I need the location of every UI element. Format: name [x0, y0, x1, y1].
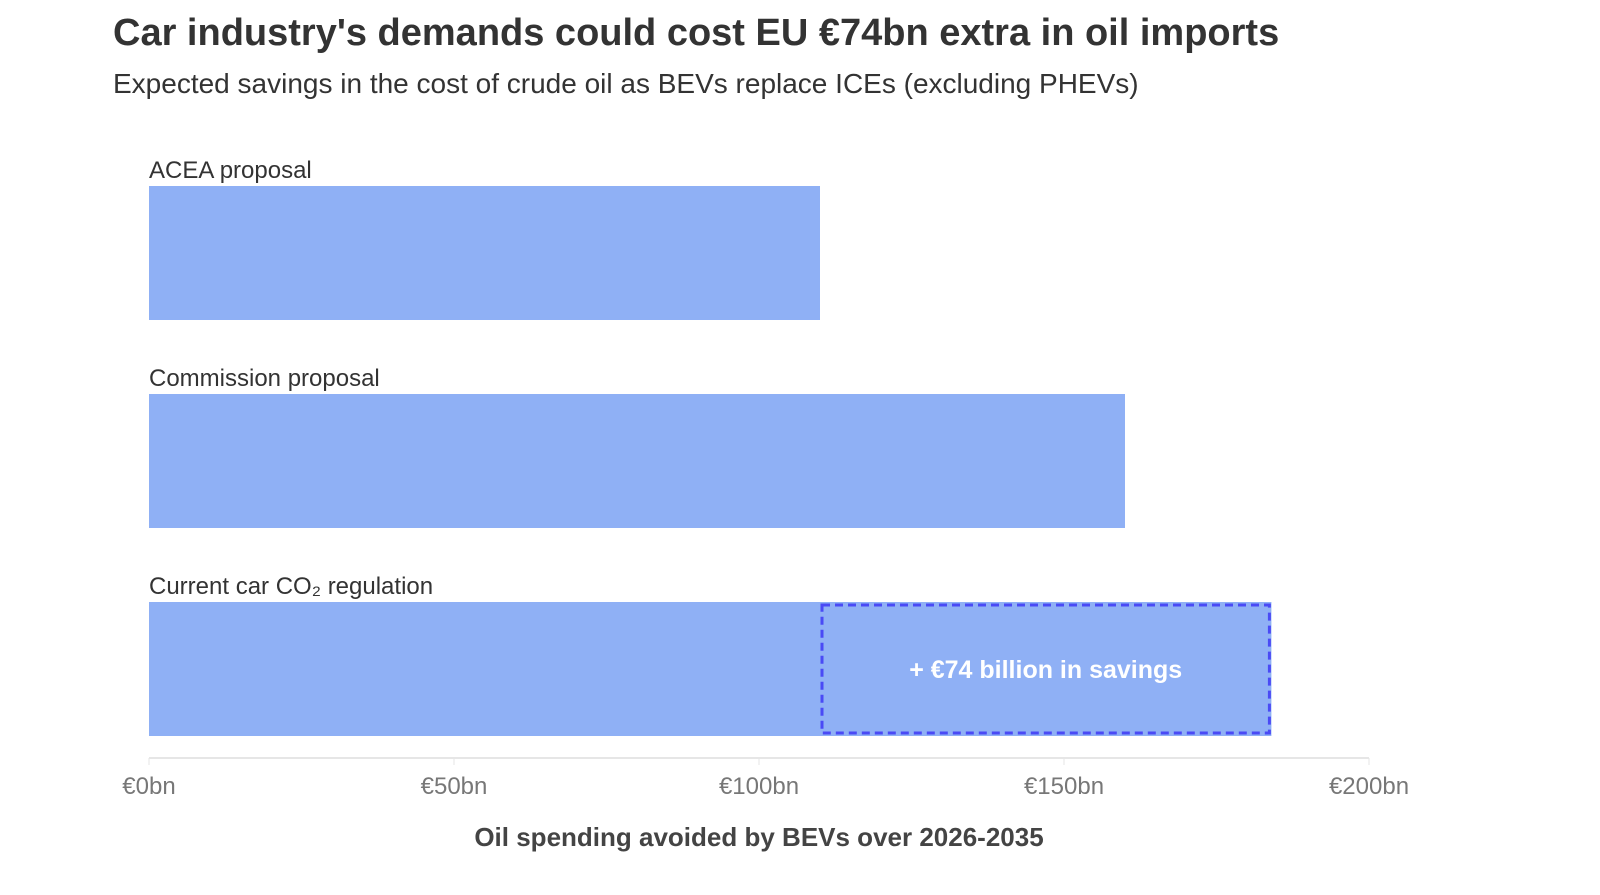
category-label: ACEA proposal — [149, 157, 312, 184]
x-tick-label: €200bn — [1329, 773, 1409, 800]
x-tick-label: €150bn — [1024, 773, 1104, 800]
x-tick-label: €0bn — [122, 773, 175, 800]
bar — [149, 394, 1125, 528]
bar — [149, 186, 820, 320]
x-tick-label: €50bn — [421, 773, 488, 800]
category-label: Current car CO₂ regulation — [149, 573, 433, 600]
x-axis-label: Oil spending avoided by BEVs over 2026-2… — [474, 822, 1043, 852]
savings-annotation: + €74 billion in savings — [909, 656, 1182, 684]
category-label: Commission proposal — [149, 365, 380, 392]
chart-title: Car industry's demands could cost EU €74… — [113, 12, 1279, 54]
x-tick-label: €100bn — [719, 773, 799, 800]
chart-subtitle: Expected savings in the cost of crude oi… — [113, 68, 1139, 99]
bar — [149, 602, 1272, 736]
savings-highlight-box — [820, 603, 1271, 735]
